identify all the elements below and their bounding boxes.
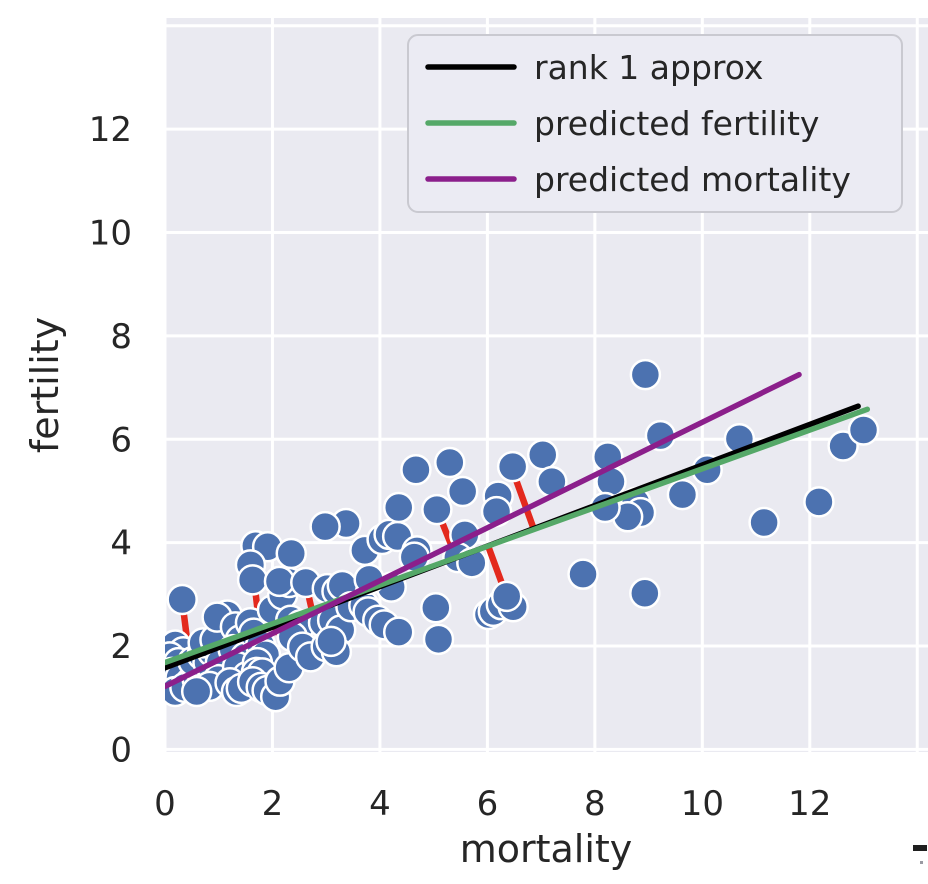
fit-line-predicted-mortality [165,371,802,690]
y-tick-label: 12 [89,110,132,150]
scatter-point [434,446,466,479]
legend-box [407,34,903,213]
legend: rank 1 approx predicted fertility predic… [407,34,903,213]
scatter-point [400,454,432,486]
scatter-point [847,414,880,446]
scatter-point [275,537,308,570]
y-tick-label: 4 [110,524,132,564]
scatter-point [827,430,859,462]
fit-lines [165,371,871,690]
y-tick-label: 6 [110,420,132,460]
scatter-point [315,625,347,658]
y-tick-labels: 0 2 4 6 8 10 12 [89,110,132,770]
scatter-point [803,486,835,518]
scatter-point [446,475,479,508]
legend-label-predicted-mortality: predicted mortality [534,160,851,199]
scatter-point [490,580,523,613]
scatter-point [309,510,341,543]
x-tick-label: 10 [681,784,724,824]
scatter-point [382,616,415,648]
scatter-point [748,506,780,539]
cropped-text-fragment-small [920,861,923,864]
scatter-point [263,565,296,598]
legend-label-predicted-fertility: predicted fertility [534,104,819,143]
scatter-point [496,450,529,483]
scatter-point [422,623,455,656]
scatter-point [382,491,415,524]
x-axis-label: mortality [460,827,633,871]
x-tick-label: 12 [788,784,831,824]
cropped-text-fragment [913,845,927,851]
scatter-point [180,675,213,708]
scatter-point [666,478,699,511]
y-tick-label: 2 [110,627,132,667]
fit-line-predicted-fertility [165,406,871,666]
x-tick-label: 0 [154,784,176,824]
residual-segment [510,470,537,531]
y-tick-label: 0 [110,730,132,770]
scatter-point [166,583,198,616]
y-tick-label: 8 [110,317,132,357]
legend-label-rank1-approx: rank 1 approx [534,48,763,87]
x-tick-label: 8 [584,784,606,824]
x-tick-label: 2 [262,784,284,824]
scatter-point [420,592,452,624]
scatter-point [236,564,269,596]
x-tick-label: 6 [477,784,499,824]
scatter-point [629,577,661,610]
x-tick-labels: 0 2 4 6 8 10 12 [154,784,831,824]
scatter-point [526,439,559,471]
y-tick-label: 10 [89,214,132,254]
scatter-point [421,493,453,526]
y-axis-label: fertility [23,317,67,453]
scatter-point [567,558,599,590]
scatter-point [629,358,662,391]
x-tick-label: 4 [369,784,391,824]
